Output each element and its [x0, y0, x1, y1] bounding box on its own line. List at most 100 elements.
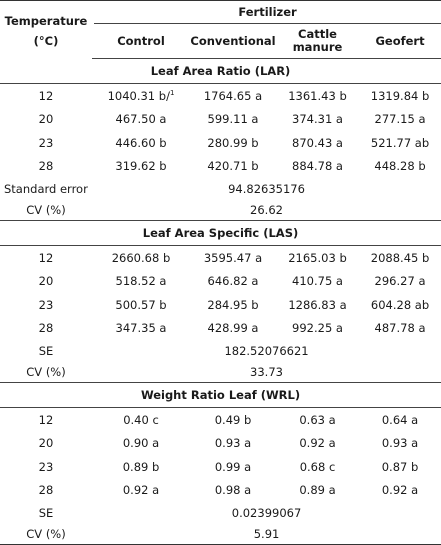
section-title-las: Leaf Area Specific (LAS) — [0, 220, 441, 246]
table-row: 20 467.50 a 599.11 a 374.31 a 277.15 a — [0, 108, 441, 132]
col-header-control: Control — [92, 24, 190, 59]
temperature-header-line2: (°C) — [33, 34, 59, 48]
control-cell: 0.90 a — [122, 436, 160, 451]
control-cell: 467.50 a — [115, 112, 167, 127]
stat-label: Standard error — [4, 181, 88, 196]
control-cell: 319.62 b — [115, 159, 167, 174]
fertilizer-header: Fertilizer — [92, 0, 441, 24]
stat-row: SE 182.52076621 — [0, 340, 441, 361]
col-header-cattle-manure: Cattle manure — [276, 24, 359, 59]
conventional-cell: 420.71 b — [207, 159, 259, 174]
cattle-cell: 992.25 a — [292, 321, 343, 336]
conventional-cell: 0.99 a — [214, 459, 252, 474]
stat-row: Standard error 94.82635176 — [0, 178, 441, 199]
control-cell: 0.92 a — [122, 483, 160, 498]
conventional-cell: 646.82 a — [207, 274, 259, 289]
cattle-cell: 374.31 a — [292, 112, 343, 127]
conventional-cell: 1764.65 a — [203, 88, 263, 103]
temp-cell: 28 — [38, 321, 54, 336]
geofert-cell: 487.78 a — [374, 321, 426, 336]
geofert-cell: 0.92 a — [381, 483, 419, 498]
stat-label: CV (%) — [0, 523, 92, 545]
conventional-cell: 428.99 a — [207, 321, 259, 336]
geofert-cell: 0.93 a — [381, 436, 419, 451]
col-header-conventional: Conventional — [190, 24, 276, 59]
temp-cell: 12 — [38, 88, 54, 103]
cattle-cell: 0.68 c — [299, 459, 336, 474]
table-row: 23 446.60 b 280.99 b 870.43 a 521.77 ab — [0, 131, 441, 155]
geofert-cell: 0.87 b — [381, 459, 419, 474]
table-row: 20 0.90 a 0.93 a 0.92 a 0.93 a — [0, 432, 441, 456]
conventional-cell: 284.95 b — [207, 297, 259, 312]
temp-cell: 28 — [38, 159, 54, 174]
control-cell: 0.89 b — [122, 459, 160, 474]
geofert-cell: 521.77 ab — [370, 135, 430, 150]
table-row: 28 347.35 a 428.99 a 992.25 a 487.78 a — [0, 317, 441, 341]
control-cell: 1040.31 b/1 — [107, 88, 175, 103]
stat-value: 94.82635176 — [228, 181, 305, 196]
temperature-header-line1: Temperature — [4, 14, 88, 28]
stat-label: SE — [38, 505, 54, 520]
control-cell: 446.60 b — [115, 135, 167, 150]
col-header-cattle-line2: manure — [292, 40, 343, 54]
temp-cell: 23 — [38, 459, 54, 474]
temp-cell: 28 — [38, 483, 54, 498]
temp-cell: 20 — [38, 436, 54, 451]
cattle-cell: 0.89 a — [299, 483, 336, 498]
stat-label: CV (%) — [26, 364, 66, 379]
table-row: 20 518.52 a 646.82 a 410.75 a 296.27 a — [0, 270, 441, 294]
stat-value: 0.02399067 — [231, 505, 302, 520]
stat-value: 26.62 — [250, 202, 283, 217]
control-cell: 0.40 c — [123, 412, 159, 427]
table-row: 28 319.62 b 420.71 b 884.78 a 448.28 b — [0, 155, 441, 179]
conventional-cell: 0.93 a — [214, 436, 252, 451]
temp-cell: 20 — [38, 112, 54, 127]
section-title-wrl: Weight Ratio Leaf (WRL) — [0, 382, 441, 408]
stat-label: SE — [38, 343, 54, 358]
conventional-cell: 3595.47 a — [203, 250, 263, 265]
table-row: 23 500.57 b 284.95 b 1286.83 a 604.28 ab — [0, 293, 441, 317]
temp-cell: 12 — [38, 412, 54, 427]
temp-cell: 23 — [38, 297, 54, 312]
cattle-cell: 410.75 a — [292, 274, 343, 289]
cattle-cell: 870.43 a — [292, 135, 343, 150]
conventional-cell: 280.99 b — [207, 135, 259, 150]
geofert-cell: 604.28 ab — [370, 297, 430, 312]
cattle-cell: 0.63 a — [299, 412, 336, 427]
temperature-header: Temperature (°C) — [0, 0, 92, 59]
geofert-cell: 277.15 a — [374, 112, 426, 127]
cattle-cell: 1286.83 a — [288, 297, 347, 312]
control-cell: 2660.68 b — [111, 250, 171, 265]
section-title-lar: Leaf Area Ratio (LAR) — [0, 58, 441, 84]
control-cell: 518.52 a — [115, 274, 167, 289]
geofert-cell: 2088.45 b — [370, 250, 430, 265]
table-row: 23 0.89 b 0.99 a 0.68 c 0.87 b — [0, 455, 441, 479]
col-header-geofert: Geofert — [359, 24, 441, 59]
stat-value: 33.73 — [250, 364, 283, 379]
temp-cell: 12 — [38, 250, 54, 265]
control-cell: 347.35 a — [115, 321, 167, 336]
stat-value: 5.91 — [92, 523, 441, 545]
fertilizer-header-label: Fertilizer — [94, 1, 441, 24]
conventional-cell: 599.11 a — [207, 112, 259, 127]
cattle-cell: 2165.03 b — [288, 250, 347, 265]
conventional-cell: 0.49 b — [214, 412, 252, 427]
cattle-cell: 0.92 a — [299, 436, 336, 451]
stat-label: CV (%) — [26, 202, 66, 217]
footnote-marker: 1 — [169, 88, 175, 97]
geofert-cell: 1319.84 b — [370, 88, 430, 103]
geofert-cell: 296.27 a — [374, 274, 426, 289]
stat-row: CV (%) 5.91 — [0, 523, 441, 545]
table-row: 12 0.40 c 0.49 b 0.63 a 0.64 a — [0, 408, 441, 432]
stat-row: CV (%) 26.62 — [0, 199, 441, 221]
stat-value: 182.52076621 — [224, 343, 309, 358]
geofert-cell: 448.28 b — [374, 159, 426, 174]
table-row: 12 1040.31 b/1 1764.65 a 1361.43 b 1319.… — [0, 84, 441, 108]
conventional-cell: 0.98 a — [214, 483, 252, 498]
control-cell: 500.57 b — [115, 297, 167, 312]
col-header-cattle-line1: Cattle — [298, 27, 337, 41]
temp-cell: 23 — [38, 135, 54, 150]
geofert-cell: 0.64 a — [381, 412, 419, 427]
cattle-cell: 1361.43 b — [288, 88, 347, 103]
